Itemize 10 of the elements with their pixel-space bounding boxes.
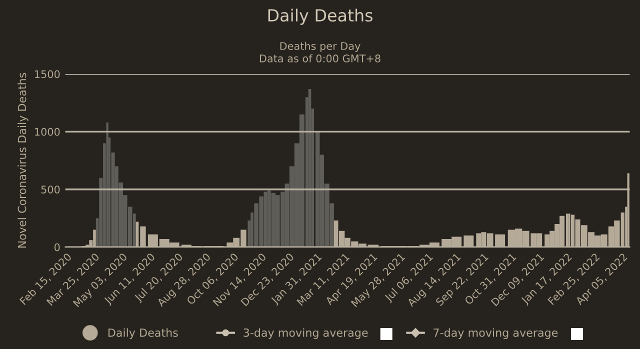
y-tick-label: 1500 [35,70,60,78]
legend-label: Daily Deaths [108,328,178,339]
y-axis-title: Novel Coronavirus Daily Deaths [18,72,28,248]
legend-label: 7-day moving average [434,328,558,339]
y-tick-label: 500 [41,186,60,194]
y-tick-label: 1000 [35,128,60,136]
legend-label: 3-day moving average [244,328,368,339]
chart-title: Daily Deaths [268,8,372,25]
chart-subtitle: Deaths per Day Data as of 0:00 GMT+8 [260,42,380,62]
y-tick-label: 0 [54,243,60,252]
